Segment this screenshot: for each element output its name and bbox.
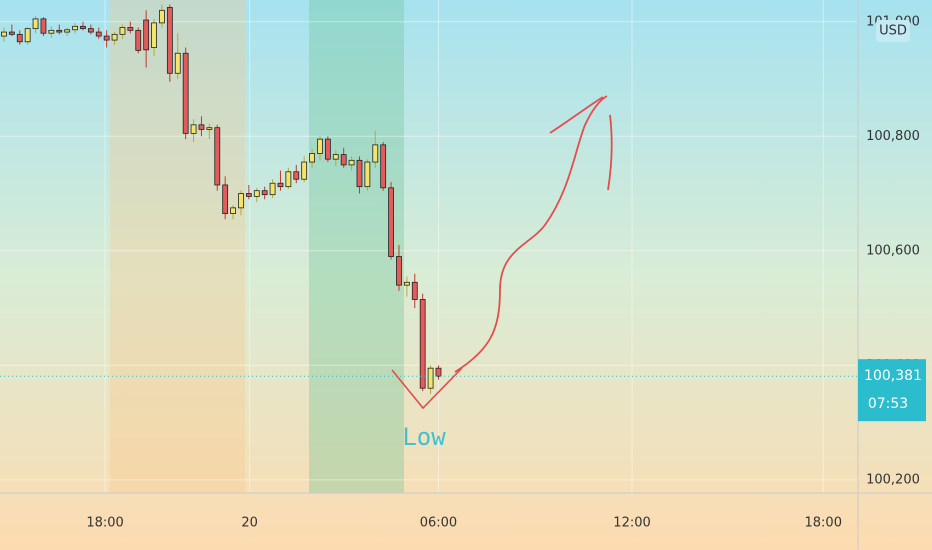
candle-body xyxy=(261,190,268,196)
candle-body xyxy=(356,159,363,188)
candle-body xyxy=(72,25,78,31)
candle-body xyxy=(427,367,434,389)
candle-body xyxy=(64,29,71,33)
candle-body xyxy=(16,33,23,43)
candle-body xyxy=(285,171,292,188)
candle-body xyxy=(24,28,31,43)
candle-body xyxy=(340,154,347,166)
candle-body xyxy=(182,52,189,134)
currency-label: USD xyxy=(879,24,907,39)
candle-body xyxy=(269,182,276,196)
y-tick-label: 100,200 xyxy=(866,472,920,487)
candle-body xyxy=(40,18,47,34)
candle-body xyxy=(388,187,394,257)
candle-body xyxy=(1,31,7,37)
last-price-box xyxy=(858,359,926,422)
x-tick-label: 18:00 xyxy=(86,516,123,531)
last-price-label: 100,381 xyxy=(864,368,922,384)
candle-body xyxy=(411,281,418,300)
candle-body xyxy=(127,27,134,31)
candle-body xyxy=(253,190,260,197)
x-tick-label: 12:00 xyxy=(613,516,650,531)
x-tick-label: 18:00 xyxy=(805,516,842,531)
candle-body xyxy=(238,193,244,209)
candle-body xyxy=(87,28,94,33)
drawing-curve xyxy=(454,95,608,373)
drawing-arrowhead xyxy=(549,96,613,191)
x-tick-label: 20 xyxy=(241,516,258,531)
candle-body xyxy=(435,367,442,377)
currency-box xyxy=(876,20,910,42)
candle-body xyxy=(419,299,426,389)
candle-body xyxy=(111,33,118,41)
candle-body xyxy=(293,171,300,180)
candle-body xyxy=(403,281,410,286)
candle-body xyxy=(8,31,15,35)
session-band xyxy=(110,0,245,493)
candle-body xyxy=(348,159,355,166)
candle-body xyxy=(190,124,197,134)
candle-body xyxy=(166,7,173,74)
candle-body xyxy=(48,29,55,34)
candle-body xyxy=(95,31,102,37)
countdown: 07:53 xyxy=(868,396,908,412)
candle-body xyxy=(364,161,371,188)
session-band xyxy=(309,0,404,493)
candle-body xyxy=(80,25,86,30)
drawing-arrow xyxy=(391,367,463,410)
x-tick-label: 06:00 xyxy=(420,516,457,531)
annotation: Low xyxy=(402,423,446,451)
candle-body xyxy=(396,256,402,286)
candle-body xyxy=(277,182,284,188)
candle-body xyxy=(135,29,142,51)
candle-body xyxy=(372,144,379,163)
candle-body xyxy=(324,138,331,160)
candle-body xyxy=(245,193,252,197)
candle-body xyxy=(332,154,339,160)
candle-body xyxy=(230,207,236,214)
candle-body xyxy=(159,9,165,24)
y-tick-label: 100,800 xyxy=(866,129,920,144)
candle-body xyxy=(206,127,213,130)
candle-body xyxy=(174,52,181,74)
candle-body xyxy=(301,161,308,180)
candle-body xyxy=(151,22,157,48)
candle-body xyxy=(56,29,63,33)
candle-body xyxy=(380,144,387,189)
candle-body xyxy=(222,184,229,214)
candle-body xyxy=(198,124,205,130)
candle-body xyxy=(32,18,39,30)
candle-body xyxy=(309,153,315,163)
candle-body xyxy=(103,35,110,41)
candle-body xyxy=(143,19,150,51)
candle-body xyxy=(119,27,126,35)
candle-body xyxy=(317,138,323,154)
y-tick-label: 100,600 xyxy=(866,243,920,258)
candle-body xyxy=(214,127,221,186)
